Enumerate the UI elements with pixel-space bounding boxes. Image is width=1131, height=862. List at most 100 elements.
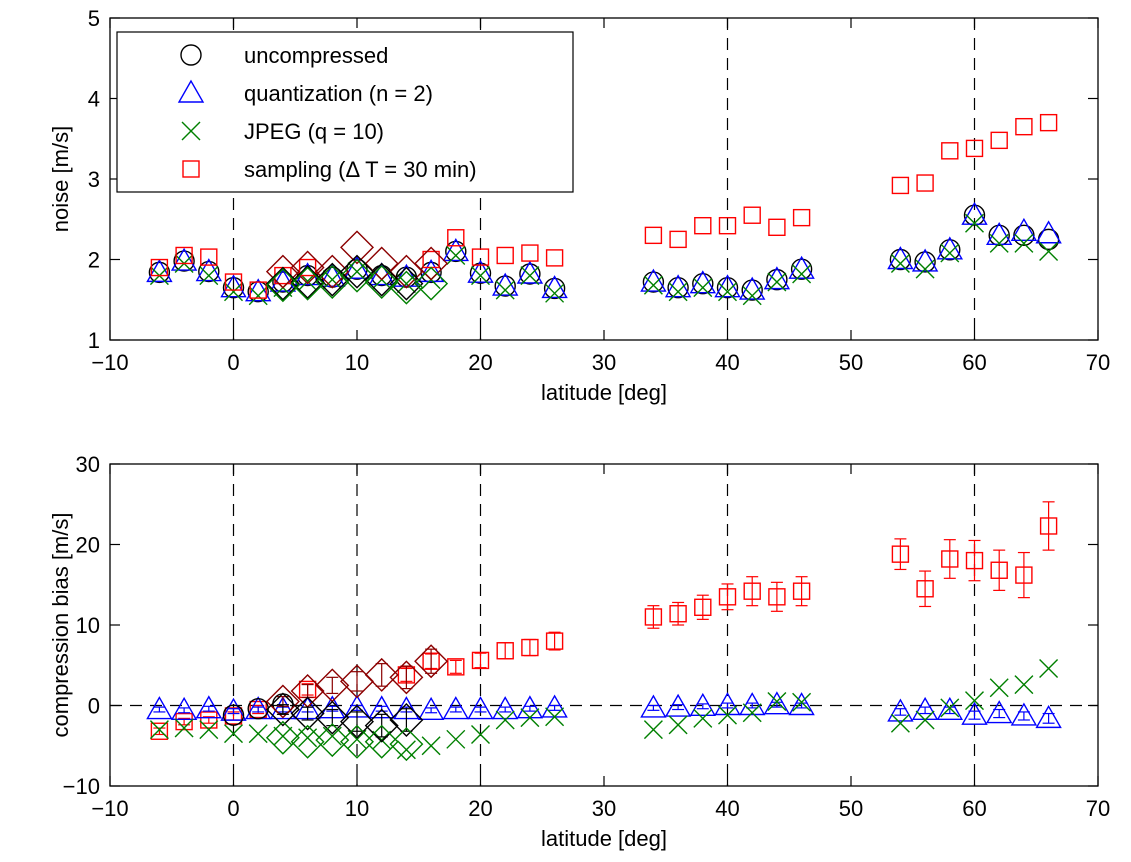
data-point-square bbox=[694, 216, 712, 235]
compression-bias-chart: −10 0 10 20 30 40 50 60 70 −10 0 10 20 30 latitude [de… bbox=[48, 452, 1110, 851]
data-layer bbox=[110, 464, 1098, 786]
data-point-x bbox=[545, 707, 565, 727]
series-diamond bbox=[265, 644, 449, 719]
data-point-square bbox=[175, 712, 193, 731]
data-point-square bbox=[447, 229, 465, 247]
data-point-triangle bbox=[516, 260, 544, 284]
series-diamond bbox=[265, 258, 449, 305]
data-point-square bbox=[743, 206, 761, 224]
series-diamond bbox=[265, 230, 449, 289]
data-point-square bbox=[471, 651, 490, 670]
data-point-x bbox=[792, 264, 812, 284]
data-point-triangle bbox=[417, 696, 445, 721]
data-point-x bbox=[421, 736, 441, 756]
data-point-circle bbox=[642, 271, 665, 293]
error-bar bbox=[425, 707, 438, 714]
data-point-triangle bbox=[146, 696, 173, 720]
data-point-diamond bbox=[315, 723, 350, 758]
data-point-triangle bbox=[1035, 220, 1062, 244]
error-bar bbox=[919, 706, 932, 715]
data-point-square bbox=[669, 605, 687, 623]
data-point-square bbox=[694, 598, 712, 616]
data-point-triangle bbox=[738, 692, 766, 716]
legend: uncompressed quantization (n = 2) JPEG (q … bbox=[116, 31, 574, 193]
data-point-x bbox=[199, 720, 219, 740]
data-point-diamond bbox=[290, 724, 325, 759]
data-point-triangle bbox=[1010, 217, 1038, 242]
x-axis-label: latitude [deg] bbox=[541, 380, 667, 405]
y-tick-label: 10 bbox=[76, 613, 100, 638]
data-point-square bbox=[1015, 117, 1033, 136]
error-bar bbox=[449, 706, 462, 713]
data-point-x bbox=[224, 282, 243, 302]
data-point-x bbox=[1039, 241, 1059, 261]
error-bar bbox=[351, 671, 363, 692]
data-point-x bbox=[668, 282, 688, 302]
data-point-diamond bbox=[340, 254, 374, 289]
series-x bbox=[149, 658, 1059, 760]
data-point-square bbox=[768, 218, 786, 237]
data-point-square bbox=[718, 588, 737, 606]
error-bar bbox=[647, 704, 660, 711]
data-point-square bbox=[990, 561, 1008, 579]
data-point-x bbox=[668, 715, 688, 735]
data-point-square bbox=[471, 248, 490, 266]
data-point-square bbox=[644, 226, 663, 245]
data-point-diamond bbox=[340, 704, 374, 739]
error-bar bbox=[301, 706, 314, 721]
y-axis-label: noise [m/s] bbox=[48, 126, 73, 232]
data-point-square bbox=[200, 248, 218, 266]
data-point-x bbox=[643, 275, 663, 295]
data-point-x bbox=[940, 698, 960, 718]
data-point-circle bbox=[963, 204, 986, 226]
series-diamond bbox=[265, 720, 424, 762]
data-point-square bbox=[941, 142, 959, 160]
data-point-triangle bbox=[269, 268, 297, 292]
error-bar bbox=[1042, 501, 1055, 551]
data-point-x bbox=[446, 729, 466, 749]
data-point-triangle bbox=[640, 268, 667, 292]
data-point-square bbox=[1039, 517, 1058, 535]
data-point-triangle bbox=[640, 694, 667, 718]
data-point-x bbox=[965, 691, 984, 711]
data-point-x bbox=[471, 724, 490, 744]
data-point-circle bbox=[222, 704, 245, 726]
data-point-circle bbox=[914, 251, 936, 273]
data-point-square bbox=[891, 545, 910, 563]
data-point-triangle bbox=[664, 693, 692, 717]
data-point-circle bbox=[741, 279, 763, 301]
data-point-triangle bbox=[689, 692, 717, 717]
series-x bbox=[149, 213, 1059, 306]
y-tick-label: 20 bbox=[76, 533, 100, 558]
x-tick-label: 20 bbox=[468, 350, 492, 375]
data-point-diamond bbox=[265, 692, 300, 727]
y-tick-label: 3 bbox=[88, 167, 100, 192]
data-point-diamond bbox=[265, 266, 300, 301]
data-point-circle bbox=[494, 275, 516, 297]
data-point-triangle bbox=[936, 696, 964, 721]
error-bar bbox=[1017, 551, 1030, 599]
data-point-x bbox=[693, 708, 713, 728]
data-point-triangle bbox=[170, 696, 198, 721]
data-point-square bbox=[916, 580, 934, 598]
error-bar bbox=[894, 708, 907, 716]
error-bar bbox=[672, 704, 685, 711]
data-point-x bbox=[273, 726, 293, 746]
error-bar bbox=[919, 570, 932, 608]
y-tick-label: −10 bbox=[63, 774, 100, 799]
x-tick-label: 10 bbox=[345, 796, 369, 821]
data-point-triangle bbox=[763, 266, 791, 290]
data-point-square bbox=[965, 551, 984, 570]
data-point-square bbox=[792, 582, 811, 600]
data-point-diamond bbox=[364, 246, 399, 281]
data-point-circle bbox=[667, 276, 689, 299]
error-bar bbox=[178, 707, 191, 714]
y-tick-label: 5 bbox=[88, 6, 100, 31]
data-point-triangle bbox=[146, 258, 173, 283]
data-point-diamond bbox=[364, 724, 399, 759]
data-point-square bbox=[669, 230, 687, 249]
series-square bbox=[150, 113, 1058, 299]
error-bar bbox=[474, 652, 487, 669]
data-point-square bbox=[521, 638, 539, 657]
data-point-x bbox=[248, 724, 268, 744]
